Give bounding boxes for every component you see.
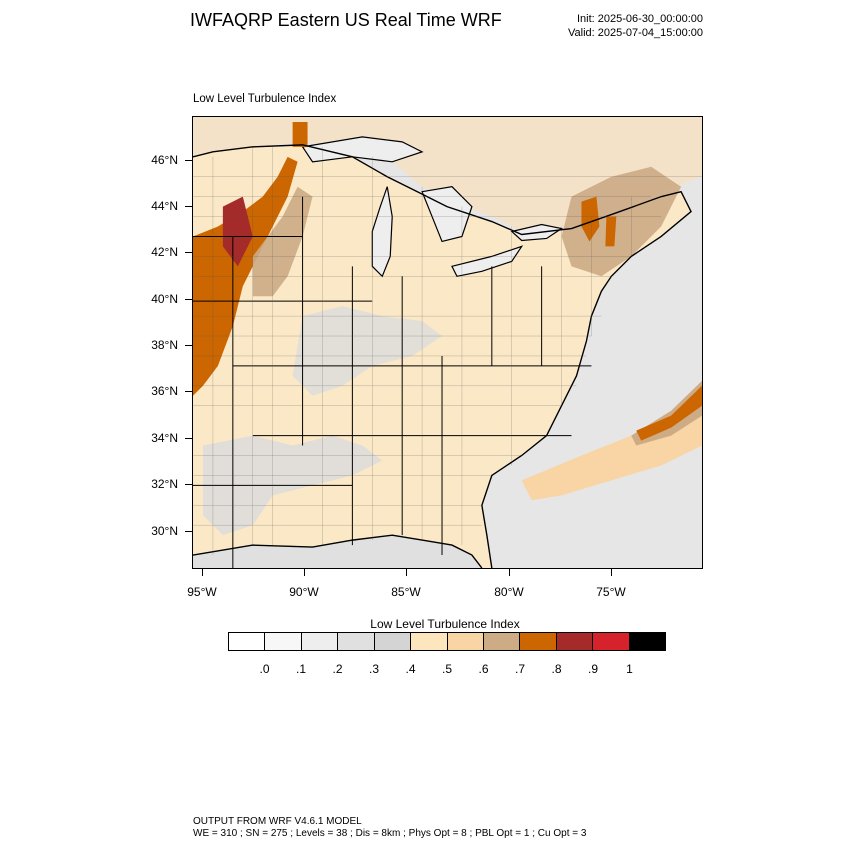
latitude-tick: [185, 252, 192, 253]
latitude-label: 30°N: [151, 524, 178, 538]
latitude-label: 34°N: [151, 431, 178, 445]
longitude-label: 85°W: [391, 585, 421, 599]
valid-time: Valid: 2025-07-04_15:00:00: [568, 27, 703, 39]
latitude-label: 42°N: [151, 245, 178, 259]
map-panel[interactable]: [192, 116, 703, 569]
moderate-index-west: [252, 186, 313, 297]
longitude-label: 75°W: [596, 585, 626, 599]
colorbar-label: .3: [368, 662, 379, 676]
latitude-label: 32°N: [151, 477, 178, 491]
county-borders: [193, 146, 702, 556]
latitude-label: 44°N: [151, 199, 178, 213]
latitude-tick: [185, 345, 192, 346]
colorbar-box: [411, 633, 448, 650]
colorbar-box: [629, 633, 666, 650]
init-time: Init: 2025-06-30_00:00:00: [577, 13, 703, 25]
colorbar-label: .6: [478, 662, 489, 676]
latitude-tick: [185, 484, 192, 485]
latitude-tick: [185, 438, 192, 439]
colorbar-box: [483, 633, 521, 650]
colorbar: [228, 632, 666, 651]
plot-title: IWFAQRP Eastern US Real Time WRF: [190, 10, 502, 30]
colorbar-label: .2: [332, 662, 343, 676]
longitude-label: 80°W: [494, 585, 524, 599]
model-output-line: OUTPUT FROM WRF V4.6.1 MODEL: [193, 816, 362, 827]
lake-superior: [301, 136, 424, 163]
colorbar-label: .8: [551, 662, 562, 676]
colorbar-label: .1: [295, 662, 306, 676]
low-index-ohio-valley: [292, 306, 443, 396]
colorbar-box: [338, 633, 375, 650]
longitude-tick: [304, 569, 305, 576]
colorbar-label: .0: [259, 662, 270, 676]
lake-michigan: [371, 186, 393, 278]
latitude-tick: [185, 299, 192, 300]
longitude-tick: [202, 569, 203, 576]
colorbar-title: Low Level Turbulence Index: [370, 617, 520, 631]
coastline: [193, 144, 692, 568]
latitude-tick: [185, 391, 192, 392]
high-index-north: [292, 121, 308, 147]
colorbar-box: [520, 633, 557, 650]
latitude-label: 46°N: [151, 153, 178, 167]
gulf-coastline: [193, 534, 483, 568]
longitude-tick: [406, 569, 407, 576]
colorbar-label: .7: [514, 662, 525, 676]
latitude-tick: [185, 206, 192, 207]
longitude-tick: [509, 569, 510, 576]
colorbar-box: [301, 633, 339, 650]
colorbar-label: .4: [405, 662, 416, 676]
longitude-label: 95°W: [187, 585, 217, 599]
latitude-tick: [185, 160, 192, 161]
colorbar-label: .9: [587, 662, 598, 676]
high-index-northeast-1: [581, 196, 600, 242]
longitude-label: 90°W: [289, 585, 319, 599]
colorbar-label: .5: [441, 662, 452, 676]
high-index-northeast-2: [605, 216, 617, 247]
colorbar-box: [265, 633, 302, 650]
gulf-of-mexico: [193, 535, 482, 568]
turbulence-map: [193, 117, 702, 568]
offshore-high-band: [636, 385, 702, 441]
model-config-line: WE = 310 ; SN = 275 ; Levels = 38 ; Dis …: [193, 828, 587, 839]
colorbar-box: [556, 633, 594, 650]
latitude-tick: [185, 531, 192, 532]
colorbar-box: [593, 633, 630, 650]
latitude-label: 38°N: [151, 338, 178, 352]
very-high-index-west: [222, 196, 253, 267]
colorbar-label: 1: [626, 662, 633, 676]
latitude-label: 36°N: [151, 384, 178, 398]
offshore-moderate-band: [521, 395, 702, 501]
colorbar-box: [447, 633, 484, 650]
colorbar-box: [374, 633, 412, 650]
colorbar-box: [229, 633, 266, 650]
map-title: Low Level Turbulence Index: [193, 93, 337, 105]
longitude-tick: [611, 569, 612, 576]
latitude-label: 40°N: [151, 292, 178, 306]
